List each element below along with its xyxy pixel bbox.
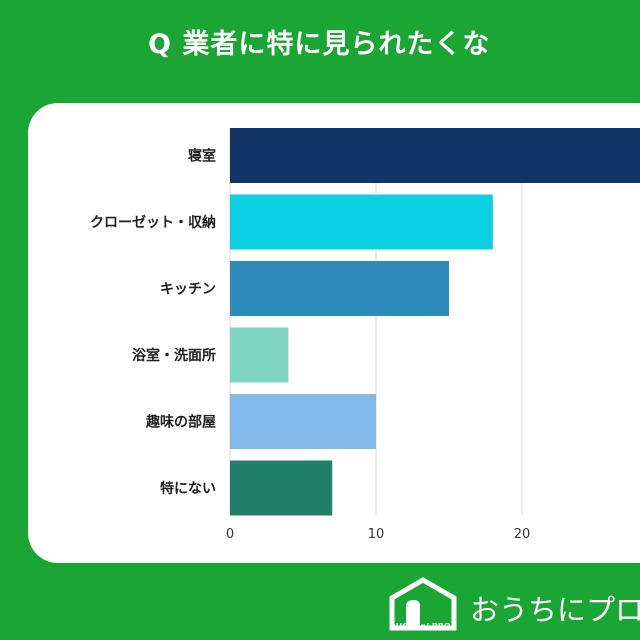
bar — [230, 194, 493, 250]
house-logo-icon — [389, 577, 457, 631]
chart-title: Q 業者に特に見られたくな — [148, 29, 491, 60]
bar — [230, 394, 376, 449]
logo-text: OUCHI ni PRO — [389, 622, 451, 631]
x-tick-label: 10 — [368, 527, 385, 542]
bar — [230, 327, 289, 383]
brand-name: おうちにプロ — [470, 593, 640, 627]
bar — [230, 460, 333, 516]
category-label: クローゼット・収納 — [90, 214, 216, 231]
category-label: 寝室 — [188, 148, 216, 165]
bar — [230, 128, 640, 183]
category-label: 趣味の部屋 — [145, 414, 216, 431]
category-label: キッチン — [160, 282, 216, 298]
category-label: 特にない — [160, 480, 216, 497]
category-label: 浴室・洗面所 — [132, 347, 216, 364]
x-tick-label: 0 — [226, 527, 234, 542]
x-tick-label: 20 — [514, 527, 531, 542]
bar — [230, 261, 449, 316]
